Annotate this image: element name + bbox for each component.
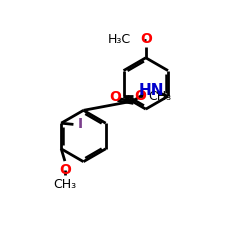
Text: H₃C: H₃C — [108, 33, 130, 46]
Text: CH₃: CH₃ — [149, 90, 172, 103]
Text: O: O — [140, 32, 152, 46]
Text: O: O — [134, 89, 146, 103]
Text: O: O — [109, 90, 121, 104]
Text: O: O — [60, 163, 71, 177]
Text: I: I — [78, 118, 83, 132]
Text: HN: HN — [138, 83, 164, 98]
Text: CH₃: CH₃ — [53, 178, 76, 191]
